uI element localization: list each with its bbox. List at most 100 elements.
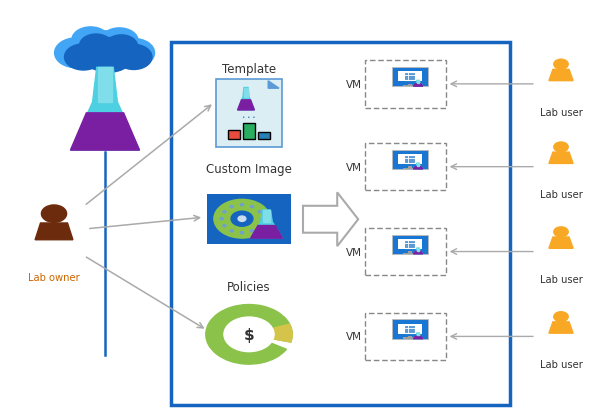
Polygon shape — [263, 211, 270, 222]
Circle shape — [55, 39, 98, 69]
FancyBboxPatch shape — [392, 320, 428, 339]
Polygon shape — [413, 167, 423, 170]
Circle shape — [220, 218, 223, 220]
Polygon shape — [413, 336, 423, 339]
Circle shape — [116, 45, 152, 70]
FancyBboxPatch shape — [398, 154, 422, 165]
Wedge shape — [206, 305, 292, 364]
Polygon shape — [251, 226, 283, 239]
Circle shape — [241, 232, 244, 234]
Circle shape — [223, 225, 226, 227]
Polygon shape — [413, 81, 423, 87]
Text: Custom Image: Custom Image — [206, 162, 292, 175]
FancyBboxPatch shape — [365, 61, 446, 108]
Polygon shape — [413, 249, 423, 254]
Polygon shape — [549, 70, 573, 81]
Circle shape — [238, 216, 246, 222]
Circle shape — [65, 45, 102, 71]
Polygon shape — [417, 249, 419, 251]
Text: Lab user: Lab user — [539, 107, 583, 117]
Polygon shape — [303, 193, 358, 247]
Circle shape — [72, 28, 109, 54]
Circle shape — [224, 317, 274, 352]
Text: VM: VM — [346, 332, 361, 342]
Polygon shape — [238, 88, 254, 111]
FancyBboxPatch shape — [404, 240, 415, 248]
Wedge shape — [272, 324, 292, 342]
Polygon shape — [238, 101, 254, 111]
Polygon shape — [417, 333, 419, 336]
Circle shape — [41, 206, 67, 223]
Circle shape — [258, 225, 261, 227]
Circle shape — [251, 206, 254, 208]
Polygon shape — [413, 333, 423, 339]
Circle shape — [230, 206, 233, 208]
FancyBboxPatch shape — [392, 235, 428, 254]
FancyBboxPatch shape — [365, 228, 446, 276]
Circle shape — [113, 39, 155, 68]
FancyBboxPatch shape — [404, 156, 415, 164]
Circle shape — [554, 312, 568, 322]
Text: VM: VM — [346, 247, 361, 257]
FancyBboxPatch shape — [404, 325, 415, 333]
Text: VM: VM — [346, 80, 361, 90]
FancyBboxPatch shape — [403, 86, 416, 87]
Text: • • •: • • • — [242, 115, 256, 120]
FancyBboxPatch shape — [207, 195, 291, 244]
Circle shape — [76, 32, 134, 71]
FancyBboxPatch shape — [404, 73, 415, 81]
FancyBboxPatch shape — [403, 253, 416, 254]
Circle shape — [554, 142, 568, 152]
Polygon shape — [35, 223, 73, 240]
FancyBboxPatch shape — [171, 43, 510, 405]
FancyBboxPatch shape — [408, 167, 412, 169]
FancyBboxPatch shape — [216, 79, 282, 148]
Text: Lab user: Lab user — [539, 359, 583, 369]
FancyBboxPatch shape — [398, 72, 422, 82]
Circle shape — [214, 200, 270, 238]
Text: Policies: Policies — [227, 280, 271, 293]
Text: Lab user: Lab user — [539, 275, 583, 285]
Circle shape — [101, 29, 138, 55]
FancyBboxPatch shape — [365, 313, 446, 360]
Polygon shape — [244, 88, 248, 98]
Polygon shape — [417, 81, 419, 84]
FancyBboxPatch shape — [408, 336, 412, 338]
Circle shape — [105, 36, 137, 58]
Polygon shape — [71, 114, 139, 151]
FancyBboxPatch shape — [392, 150, 428, 169]
Polygon shape — [417, 164, 419, 166]
Circle shape — [231, 211, 253, 227]
Circle shape — [260, 218, 264, 220]
Polygon shape — [413, 252, 423, 254]
FancyBboxPatch shape — [408, 252, 412, 253]
Text: $: $ — [244, 327, 254, 342]
FancyBboxPatch shape — [403, 338, 416, 339]
Polygon shape — [413, 84, 423, 87]
Circle shape — [258, 211, 261, 213]
FancyBboxPatch shape — [408, 84, 412, 86]
Polygon shape — [549, 237, 573, 249]
Text: VM: VM — [346, 162, 361, 172]
Polygon shape — [71, 68, 139, 151]
Circle shape — [241, 204, 244, 206]
Circle shape — [223, 211, 226, 213]
FancyBboxPatch shape — [392, 68, 428, 87]
Circle shape — [554, 227, 568, 237]
Text: Lab user: Lab user — [539, 190, 583, 200]
Circle shape — [83, 38, 134, 73]
Polygon shape — [98, 68, 112, 103]
FancyBboxPatch shape — [398, 324, 422, 334]
Polygon shape — [549, 153, 573, 164]
Circle shape — [230, 230, 233, 233]
Circle shape — [80, 35, 112, 57]
Text: Lab owner: Lab owner — [28, 273, 80, 282]
Polygon shape — [413, 164, 423, 170]
Circle shape — [251, 230, 254, 233]
Polygon shape — [251, 211, 283, 239]
FancyBboxPatch shape — [365, 144, 446, 191]
FancyBboxPatch shape — [398, 239, 422, 249]
FancyBboxPatch shape — [228, 131, 240, 140]
Polygon shape — [268, 82, 279, 89]
FancyBboxPatch shape — [258, 133, 270, 140]
